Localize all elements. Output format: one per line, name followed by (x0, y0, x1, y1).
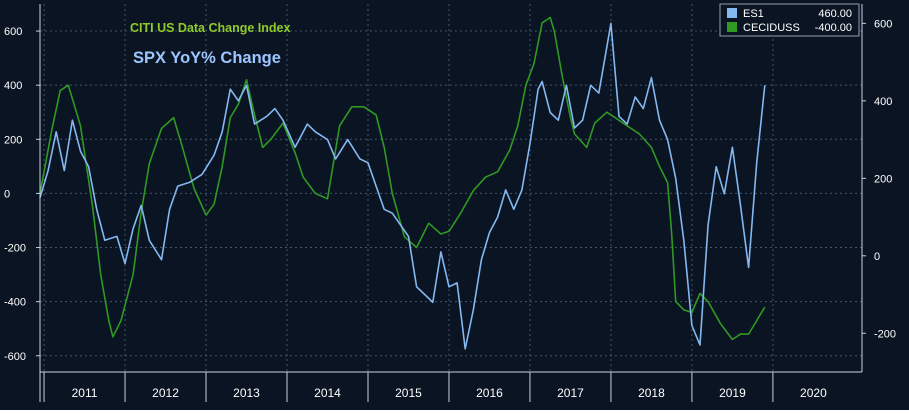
x-tick-label: 2017 (557, 386, 584, 400)
x-tick-label: 2018 (638, 386, 665, 400)
x-tick-label: 2013 (233, 386, 260, 400)
legend-label-ceciduss: CECIDUSS (743, 22, 800, 34)
legend-value-ceciduss: -400.00 (815, 22, 852, 34)
y-left-tick-label: 200 (4, 134, 22, 146)
legend-label-es1: ES1 (743, 8, 764, 20)
legend-swatch-ceciduss (727, 22, 737, 32)
legend-swatch-es1 (727, 8, 737, 18)
y-left-tick-label: 600 (4, 26, 22, 38)
plot-background (0, 0, 909, 372)
series-lines (39, 16, 766, 350)
axes: 600 400 200 0 -200 -400 -600 600 400 200 0 -200 2011… (4, 4, 896, 402)
y-right-tick-label: -200 (874, 328, 896, 340)
y-right-tick-label: 600 (874, 18, 892, 30)
y-left-tick-label: -400 (4, 297, 26, 309)
x-tick-label: 2012 (152, 386, 179, 400)
x-tick-label: 2015 (395, 386, 422, 400)
series-line-es1 (39, 22, 766, 350)
legend-value-es1: 460.00 (818, 8, 852, 20)
y-right-tick-label: 400 (874, 96, 892, 108)
x-tick-label: 2019 (719, 386, 746, 400)
y-right-tick-label: 200 (874, 173, 892, 185)
y-right-tick-label: 0 (874, 251, 880, 263)
x-tick-label: 2016 (476, 386, 503, 400)
series-line-ceciduss (39, 16, 766, 341)
annotations: CITI US Data Change Index SPX YoY% Chang… (130, 21, 290, 67)
x-tick-label: 2014 (314, 386, 341, 400)
x-tick-label: 2011 (72, 386, 98, 400)
legend: ES1 460.00 CECIDUSS -400.00 (719, 3, 860, 37)
x-tick-label: 2020 (800, 386, 827, 400)
y-left-tick-label: 0 (4, 188, 10, 200)
y-left-tick-label: 400 (4, 80, 22, 92)
annotation-citi-index: CITI US Data Change Index (130, 21, 290, 35)
y-left-tick-label: -600 (4, 351, 26, 363)
annotation-spx-yoy: SPX YoY% Change (133, 49, 281, 67)
y-left-tick-label: -200 (4, 243, 26, 255)
legend-box (719, 3, 860, 37)
x-axis-band (0, 372, 909, 410)
